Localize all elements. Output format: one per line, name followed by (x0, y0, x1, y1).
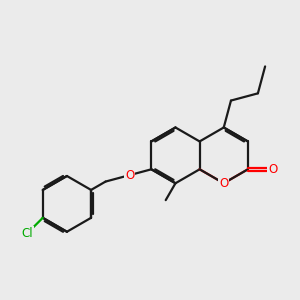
Text: O: O (219, 177, 228, 190)
Text: Cl: Cl (21, 227, 33, 240)
Text: O: O (268, 163, 278, 176)
Text: O: O (125, 169, 134, 182)
